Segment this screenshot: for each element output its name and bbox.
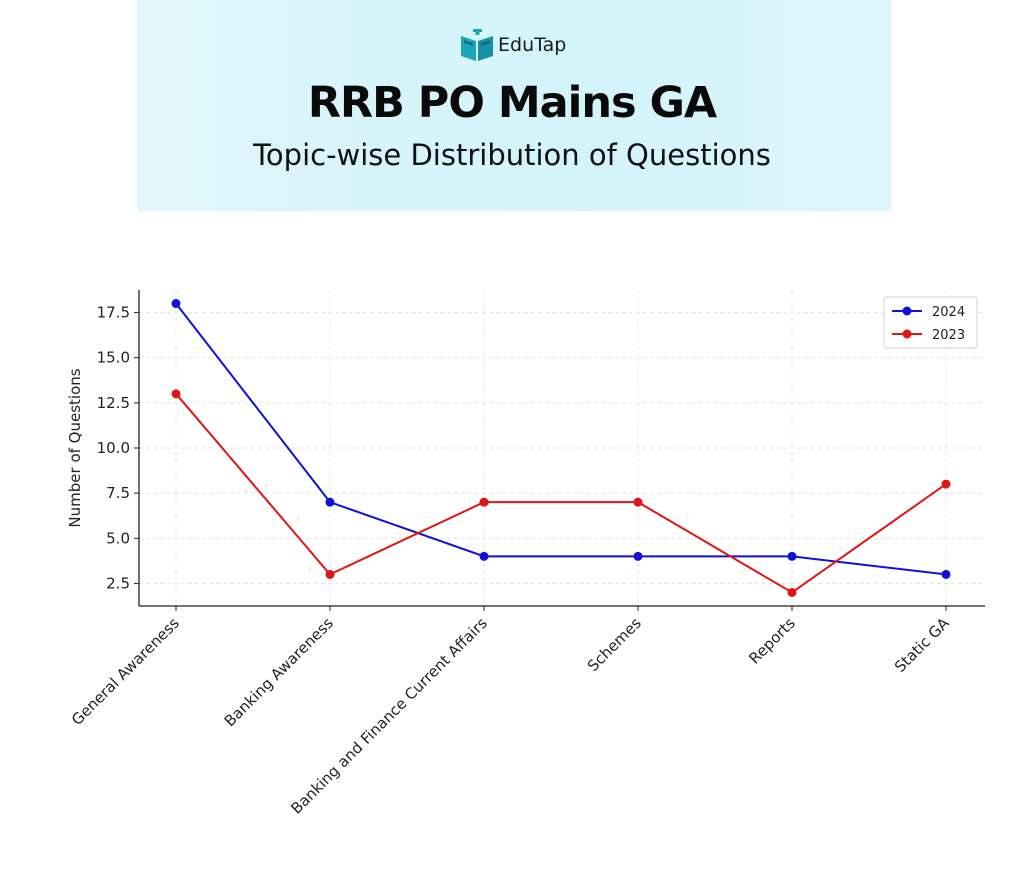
data-point-2024 bbox=[171, 299, 181, 309]
data-point-2024 bbox=[325, 497, 335, 507]
data-point-2023 bbox=[171, 389, 181, 399]
data-point-2023 bbox=[787, 587, 797, 597]
x-tick-label: Reports bbox=[745, 614, 799, 668]
header-banner bbox=[137, 0, 891, 211]
legend-label: 2024 bbox=[932, 305, 965, 320]
y-axis-title: Number of Questions bbox=[66, 368, 84, 527]
y-tick-label: 15.0 bbox=[97, 349, 130, 367]
y-tick-label: 2.5 bbox=[106, 574, 130, 592]
x-tick-label: Schemes bbox=[584, 614, 645, 675]
legend-label: 2023 bbox=[932, 328, 965, 343]
y-tick-label: 5.0 bbox=[106, 529, 130, 547]
data-point-2023 bbox=[633, 497, 643, 507]
y-tick-label: 17.5 bbox=[97, 304, 130, 322]
legend-swatch-marker bbox=[902, 329, 912, 339]
data-point-2023 bbox=[941, 479, 951, 489]
data-point-2024 bbox=[479, 551, 489, 561]
x-tick-label: Static GA bbox=[891, 614, 953, 676]
x-tick-label: Banking Awareness bbox=[221, 614, 337, 730]
x-tick-label: General Awareness bbox=[68, 614, 183, 729]
logo-text: EduTap bbox=[498, 34, 567, 56]
series-line-2024 bbox=[175, 302, 947, 576]
data-point-2024 bbox=[787, 551, 797, 561]
series-line-2023 bbox=[175, 393, 947, 594]
y-tick-label: 7.5 bbox=[106, 484, 130, 502]
data-point-2023 bbox=[479, 497, 489, 507]
page-subtitle: Topic-wise Distribution of Questions bbox=[253, 138, 771, 172]
edutap-book-icon bbox=[461, 29, 493, 61]
y-tick-label: 12.5 bbox=[97, 394, 130, 412]
data-point-2024 bbox=[941, 569, 951, 579]
data-point-2024 bbox=[633, 551, 643, 561]
page-title: RRB PO Mains GA bbox=[307, 78, 717, 128]
legend-swatch-marker bbox=[902, 306, 912, 316]
data-point-2023 bbox=[325, 569, 335, 579]
y-tick-label: 10.0 bbox=[97, 439, 130, 457]
edutap-logo: EduTap bbox=[460, 27, 566, 63]
